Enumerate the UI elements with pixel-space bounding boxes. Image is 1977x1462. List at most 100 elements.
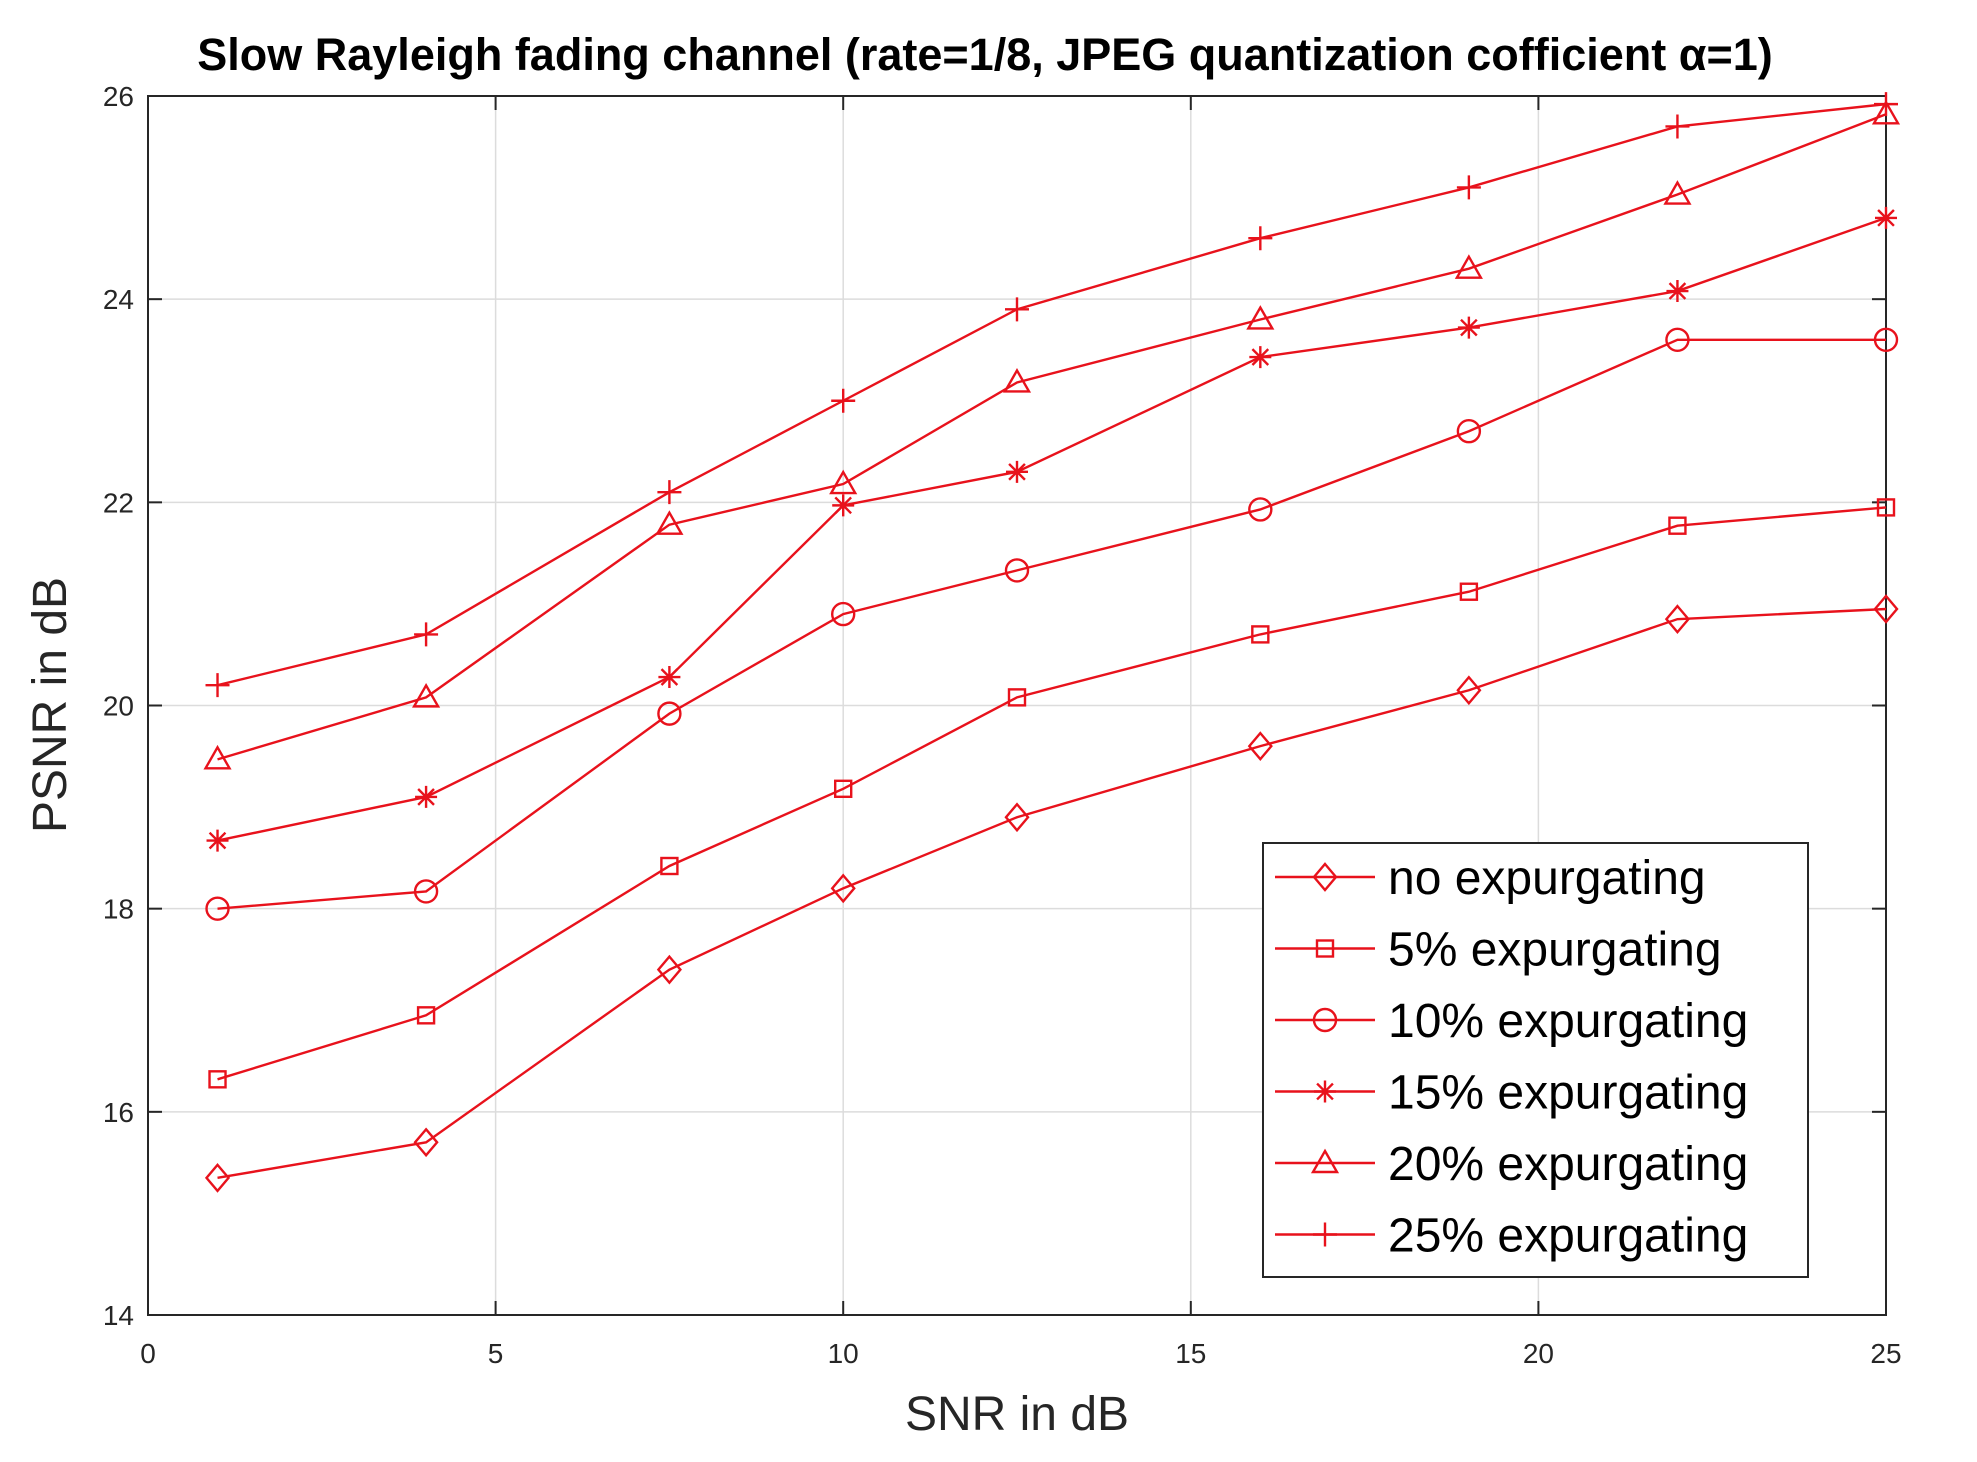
data-point bbox=[416, 1006, 436, 1025]
legend-label: 25% expurgating bbox=[1388, 1210, 1748, 1263]
data-point bbox=[656, 954, 682, 985]
legend-marker bbox=[1313, 1222, 1337, 1247]
legend-entry: 20% expurgating bbox=[1275, 1138, 1748, 1191]
legend-label: no expurgating bbox=[1388, 852, 1706, 905]
legend-label: 10% expurgating bbox=[1388, 995, 1748, 1048]
legend-marker bbox=[1315, 939, 1335, 958]
data-point bbox=[413, 1127, 439, 1158]
legend-entry: 15% expurgating bbox=[1275, 1067, 1748, 1120]
data-point bbox=[413, 879, 439, 904]
data-point bbox=[1006, 460, 1028, 483]
data-point bbox=[657, 701, 682, 726]
legend-label: 15% expurgating bbox=[1388, 1067, 1748, 1120]
data-point bbox=[1248, 226, 1273, 251]
y-tick-label: 20 bbox=[103, 691, 134, 722]
legend-marker bbox=[1314, 1080, 1336, 1103]
data-point bbox=[1251, 625, 1270, 644]
legend: no expurgating 5% expurgating 10% expurgat… bbox=[1262, 842, 1809, 1278]
data-point bbox=[1666, 280, 1689, 303]
legend-entry: 10% expurgating bbox=[1275, 995, 1748, 1048]
data-point bbox=[1004, 802, 1030, 833]
data-point bbox=[1663, 180, 1692, 205]
series-circle bbox=[205, 327, 1899, 921]
data-point bbox=[1246, 305, 1275, 330]
data-point bbox=[208, 1070, 227, 1089]
y-tick-label: 16 bbox=[103, 1097, 134, 1128]
y-tick-label: 24 bbox=[103, 284, 134, 315]
data-point bbox=[834, 779, 853, 798]
legend-marker bbox=[1312, 1007, 1338, 1033]
data-point bbox=[206, 829, 229, 852]
legend-entry: no expurgating bbox=[1275, 852, 1706, 905]
data-point bbox=[1249, 346, 1272, 369]
y-axis-label: PSNR in dB bbox=[24, 577, 77, 833]
data-point bbox=[1454, 254, 1483, 279]
data-point bbox=[1004, 558, 1030, 583]
series-diamond bbox=[204, 594, 1899, 1193]
data-point bbox=[830, 873, 856, 904]
y-tick-label: 18 bbox=[103, 894, 134, 925]
x-tick-label: 15 bbox=[1175, 1338, 1206, 1369]
data-point bbox=[1456, 675, 1482, 706]
data-point bbox=[412, 682, 441, 708]
chart-title: Slow Rayleigh fading channel (rate=1/8, … bbox=[197, 29, 1772, 80]
data-point bbox=[1665, 114, 1690, 139]
data-point bbox=[1871, 99, 1901, 125]
series-line bbox=[217, 338, 1886, 910]
series-triangle bbox=[203, 99, 1901, 770]
series-lines bbox=[203, 92, 1901, 1193]
data-point bbox=[203, 744, 232, 770]
legend-box bbox=[1262, 842, 1809, 1278]
legend-entry: 25% expurgating bbox=[1275, 1210, 1748, 1263]
data-point bbox=[205, 896, 230, 921]
data-point bbox=[1664, 604, 1691, 635]
data-point bbox=[414, 622, 439, 647]
axis-ticks: 0 5 10 15 20 25 14 16 18 20 22 24 26 bbox=[103, 81, 1902, 1369]
legend-marker bbox=[1310, 1148, 1340, 1174]
data-point bbox=[831, 601, 856, 627]
data-point bbox=[205, 673, 230, 698]
x-tick-label: 25 bbox=[1870, 1338, 1901, 1369]
x-tick-label: 20 bbox=[1523, 1338, 1554, 1369]
x-tick-label: 0 bbox=[140, 1338, 156, 1369]
series-line bbox=[217, 102, 1887, 687]
data-point bbox=[1248, 497, 1273, 522]
legend-label: 20% expurgating bbox=[1388, 1138, 1748, 1191]
data-point bbox=[1456, 419, 1482, 444]
data-point bbox=[1873, 594, 1899, 624]
data-point bbox=[1457, 316, 1480, 339]
y-tick-label: 22 bbox=[103, 487, 134, 518]
data-point bbox=[1874, 92, 1898, 117]
data-point bbox=[1668, 516, 1687, 535]
x-axis-label: SNR in dB bbox=[905, 1388, 1129, 1441]
data-point bbox=[1876, 498, 1896, 517]
data-point bbox=[415, 785, 438, 808]
legend-label: 5% expurgating bbox=[1388, 924, 1722, 977]
x-tick-label: 5 bbox=[488, 1338, 504, 1369]
data-point bbox=[831, 388, 856, 413]
data-point bbox=[657, 480, 682, 505]
legend-marker bbox=[1312, 862, 1338, 892]
legend-entry: 5% expurgating bbox=[1275, 924, 1722, 977]
data-point bbox=[1875, 206, 1897, 229]
data-point bbox=[1002, 368, 1032, 393]
series-line bbox=[217, 216, 1887, 842]
data-point bbox=[658, 666, 681, 689]
y-tick-label: 14 bbox=[103, 1300, 134, 1331]
data-point bbox=[1005, 297, 1029, 322]
data-point bbox=[204, 1163, 231, 1193]
data-point bbox=[1665, 327, 1690, 352]
data-point bbox=[655, 510, 684, 535]
series-plus bbox=[205, 92, 1898, 698]
data-point bbox=[829, 469, 858, 495]
data-point bbox=[660, 856, 679, 876]
x-tick-label: 10 bbox=[828, 1338, 859, 1369]
data-point bbox=[1459, 582, 1479, 601]
series-line bbox=[217, 113, 1887, 761]
data-point bbox=[1007, 688, 1027, 707]
data-point bbox=[1873, 327, 1899, 352]
y-tick-label: 26 bbox=[103, 81, 134, 112]
series-line bbox=[217, 506, 1887, 1081]
series-square bbox=[208, 498, 1896, 1089]
